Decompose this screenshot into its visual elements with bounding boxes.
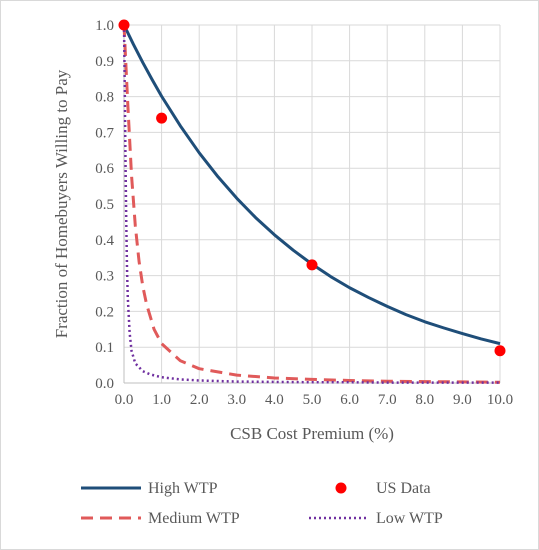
x-tick-label: 0.0 [115,392,134,408]
x-tick-label: 7.0 [378,392,397,408]
us-data-point [494,345,506,357]
y-tick-label: 0.1 [95,340,114,356]
y-tick-label: 0.7 [95,125,114,141]
x-tick-label: 2.0 [190,392,209,408]
legend: High WTP US Data Medium WTP Low WTP [81,480,443,527]
legend-us-data-swatch [335,482,347,494]
x-tick-label: 9.0 [453,392,472,408]
y-tick-label: 1.0 [95,18,114,34]
legend-medium-wtp-label: Medium WTP [148,510,240,527]
legend-us-data-label: US Data [376,480,431,497]
us-data-point [118,19,130,31]
series-lines [122,24,501,384]
y-tick-label: 0.3 [95,269,114,285]
x-tick-label: 10.0 [487,392,513,408]
y-tick-label: 0.5 [95,197,114,213]
y-tick-label: 0.9 [95,54,114,70]
us-data-point [156,112,168,124]
legend-high-wtp-label: High WTP [148,480,218,497]
grid [124,24,501,383]
low-wtp-line [122,24,500,384]
y-tick-label: 0.6 [95,161,114,177]
axes: 0.0 1.0 2.0 3.0 4.0 5.0 6.0 7.0 8.0 9.0 10.0 0.0 0.1… [95,18,513,408]
x-tick-label: 3.0 [227,392,246,408]
data-markers [118,19,506,357]
y-tick-label: 0.4 [95,233,114,249]
y-tick-label: 0.2 [95,304,114,320]
x-axis-title: CSB Cost Premium (%) [230,424,394,443]
us-data-point [306,259,318,271]
x-tick-label: 8.0 [415,392,434,408]
x-tick-label: 6.0 [340,392,359,408]
x-tick-label: 5.0 [303,392,322,408]
y-axis-title: Fraction of Homebuyers Willing to Pay [52,69,71,338]
high-wtp-line [122,24,501,346]
x-tick-label: 4.0 [265,392,284,408]
legend-low-wtp-label: Low WTP [376,510,443,527]
y-tick-label: 0.8 [95,90,114,106]
y-tick-label: 0.0 [95,376,114,392]
x-tick-label: 1.0 [152,392,171,408]
